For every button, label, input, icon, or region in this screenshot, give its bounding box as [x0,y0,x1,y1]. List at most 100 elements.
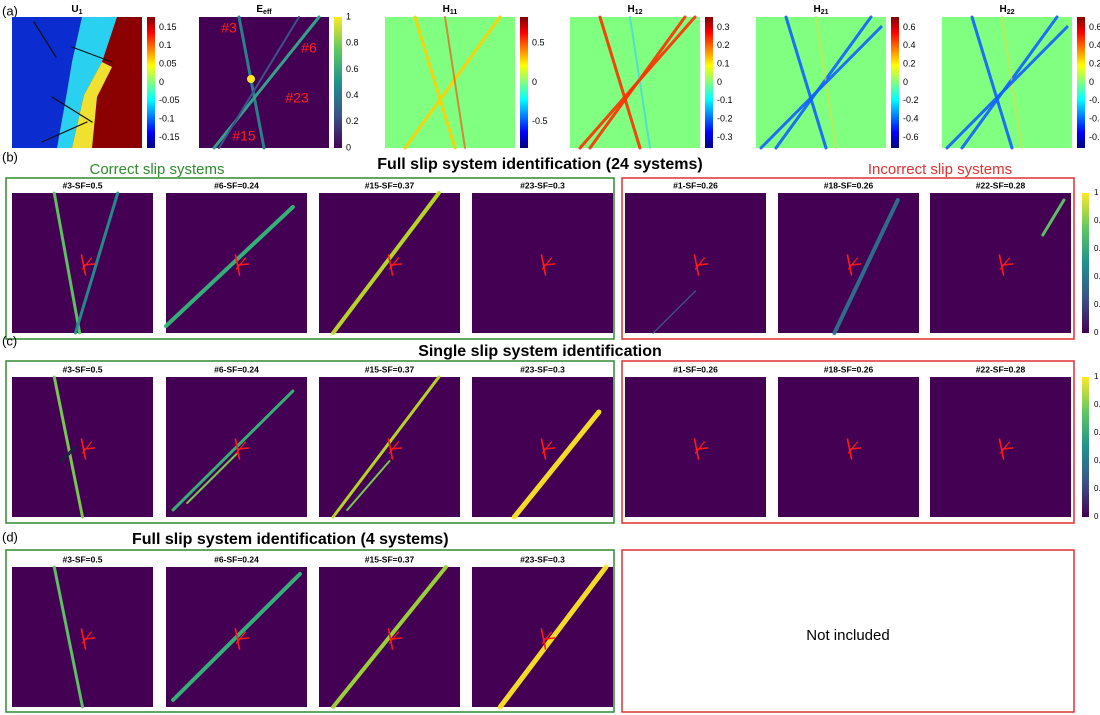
map-title-sub: 11 [450,9,458,16]
colorbar-tick: 0.2 [346,116,359,126]
stripe [846,438,853,460]
colorbar-tick: 0 [532,77,537,87]
stripe [59,445,77,463]
stripe [999,441,1011,454]
map-title: H22 [999,4,1014,16]
colorbar-tick: 0.6 [1094,244,1100,253]
stripe [540,254,547,276]
subplot-title: #3-SF=0.5 [63,180,103,190]
map-region [57,17,117,148]
stripe [387,438,394,460]
stripe [81,257,93,270]
map [570,17,700,148]
stripe [694,257,706,270]
map-title-base: H [999,4,1006,15]
stripe [540,628,547,650]
colorbar-tick: -0.2 [717,114,733,124]
colorbar-tick: -0.6 [1089,132,1100,142]
colorbar [520,17,528,148]
colorbar [147,17,155,148]
placeholder: Not included [806,627,889,644]
stripe [694,441,706,454]
stripe [164,205,295,328]
stripe [234,628,241,650]
colorbar-tick: -0.2 [1089,95,1100,105]
colorbar [1077,17,1085,148]
annotation: #23 [285,90,309,106]
map-title: U1 [71,4,82,16]
stripe [549,248,558,278]
colorbar-tick: -0.6 [903,132,919,142]
map-title-sub: 22 [1007,9,1015,16]
stripe [235,257,247,270]
colorbar-tick: 0.6 [346,64,359,74]
map-title-sub: eff [263,9,272,16]
stripe [52,375,84,519]
stripe [960,15,1059,150]
stripe [541,631,553,644]
stripe [387,628,394,650]
map-title: H11 [443,4,458,16]
map-title-base: U [71,4,78,15]
stripe [847,441,859,454]
stripe [80,628,87,650]
subplot-title: #22-SF=0.28 [976,364,1026,374]
stripe [998,438,1005,460]
colorbar-tick: 0 [1094,512,1099,521]
colorbar-tick: 0 [717,77,722,87]
colorbar-tick: 0 [346,142,351,152]
colorbar-tick: 1 [1094,372,1099,381]
colorbar-tick: 0.4 [1089,40,1100,50]
annotation: #15 [232,128,256,144]
colorbar [1082,377,1089,517]
colorbar-tick: 0.6 [1089,22,1100,32]
colorbar-tick: 0.6 [903,22,916,32]
stripe [629,16,651,149]
colorbar-tick: 0 [159,77,164,87]
placeholder-box [621,549,1075,713]
stripe [80,438,87,460]
colorbar-tick: 0.2 [717,40,730,50]
stripe [847,257,859,270]
correct-box [5,360,615,524]
stripe [41,121,88,143]
colorbar-tick: 0.2 [1094,300,1100,309]
stripe [186,453,238,504]
colorbar-tick: -0.4 [903,114,919,124]
stripe [234,254,241,276]
colorbar-tick: 0.6 [1094,428,1100,437]
map [756,17,886,148]
stripe [693,438,700,460]
map-title-sub: 1 [79,9,83,16]
colorbar-tick: 0.3 [717,22,730,32]
colorbar-tick: 0.5 [532,38,545,48]
map-title-base: E [256,4,263,15]
colorbar-tick: 0 [1094,328,1099,337]
stripe [999,257,1011,270]
colorbar [891,17,899,148]
colorbar-tick: -0.5 [532,116,548,126]
subplot-title: #3-SF=0.5 [63,364,103,374]
subplot-title: #6-SF=0.24 [214,554,259,564]
stripe [388,257,400,270]
colorbar-tick: 0 [1089,77,1094,87]
subplot-title: #1-SF=0.26 [673,180,718,190]
subplot-title: #1-SF=0.26 [673,364,718,374]
colorbar-tick: -0.1 [159,114,175,124]
stripe [693,254,700,276]
colorbar-tick: 0.05 [159,59,177,69]
stripe [774,15,873,150]
colorbar-tick: 0.2 [903,59,916,69]
incorrect-box [621,360,1075,524]
colorbar-tick: 0 [903,77,908,87]
stripe [578,15,697,150]
colorbar-tick: 0.8 [1094,216,1100,225]
stripe [784,15,828,150]
stripe [511,409,602,520]
map-title-base: H [443,4,450,15]
map [199,17,329,148]
left-heading: Correct slip systems [89,161,224,178]
stripe [331,375,441,519]
stripe [998,254,1005,276]
